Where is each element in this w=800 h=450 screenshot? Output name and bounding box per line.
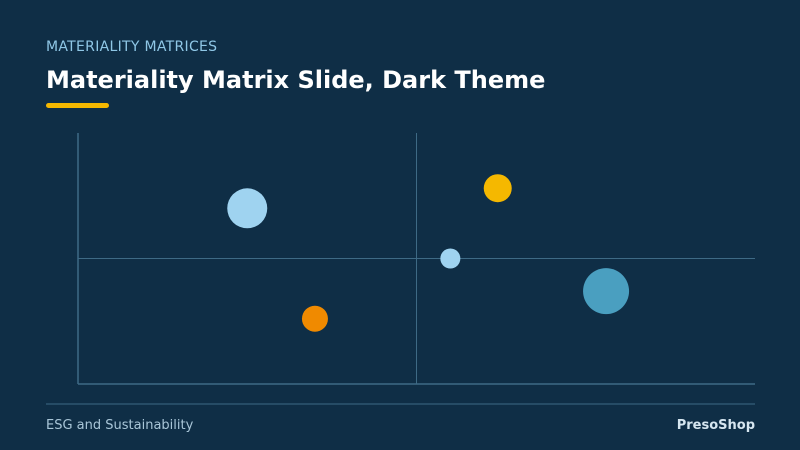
kicker: MATERIALITY MATRICES	[46, 39, 217, 55]
footer-left: ESG and Sustainability	[46, 418, 194, 433]
plot-area	[77, 133, 755, 385]
slide-title: Materiality Matrix Slide, Dark Theme	[46, 66, 545, 94]
bubble	[483, 174, 512, 203]
title-underline	[46, 103, 109, 108]
bubble	[583, 268, 630, 315]
bubble	[301, 305, 328, 332]
footer-brand: PresoShop	[677, 418, 755, 433]
bubble	[440, 248, 461, 269]
bubble	[227, 188, 268, 229]
